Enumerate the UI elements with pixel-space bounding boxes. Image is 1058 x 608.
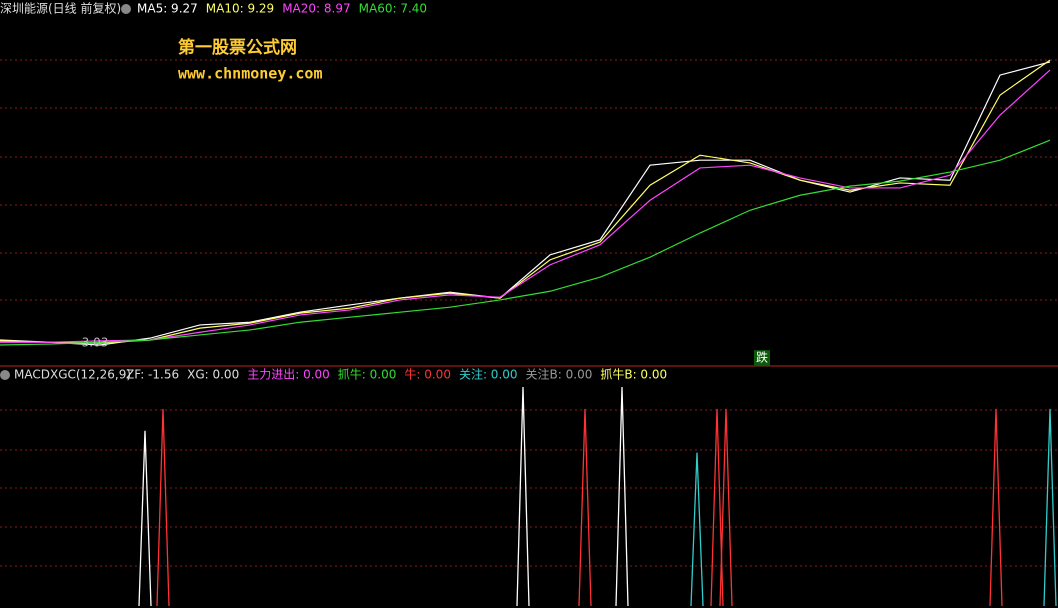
signal-spike [1043,408,1057,607]
signal-spike [615,386,629,607]
legend-item: MA20: 8.97 [282,2,350,16]
legend-item: 主力进出: 0.00 [247,368,330,382]
ma-line [0,139,1051,346]
signal-spike [710,408,724,607]
legend-item: MA60: 7.40 [359,2,427,16]
annotation: 3.03 [82,336,109,350]
watermark-name: 第一股票公式网 [178,37,297,58]
legend-item: 牛: 0.00 [404,367,451,382]
legend-item: 抓牛: 0.00 [338,367,397,382]
signal-spike [516,386,530,607]
legend-item: MA5: 9.27 [137,2,198,16]
signal-box [754,350,770,367]
signal-spike [719,408,733,607]
ma-line [0,61,1051,346]
legend-item: XG: 0.00 [187,368,239,382]
signal-spike [578,408,592,607]
indicator-title: MACDXGC(12,26,9) [14,368,131,382]
ma-line [0,69,1051,343]
signal-spike [156,408,170,607]
menu-icon[interactable] [121,4,131,14]
ma-line [0,59,1051,344]
legend-item: 抓牛B: 0.00 [600,367,667,382]
legend-item: 关注: 0.00 [459,367,518,382]
signal-spike [690,452,704,607]
legend-item: 关注B: 0.00 [526,367,593,382]
watermark-url: www.chnmoney.com [178,65,323,83]
annotation: 跌 [756,350,768,365]
legend-item: ZF: -1.56 [126,368,179,382]
stock-title: 深圳能源(日线 前复权) [0,1,121,16]
signal-spike [989,408,1003,607]
menu-icon[interactable] [0,370,10,380]
legend-item: MA10: 9.29 [206,2,274,16]
signal-spike [138,430,152,607]
